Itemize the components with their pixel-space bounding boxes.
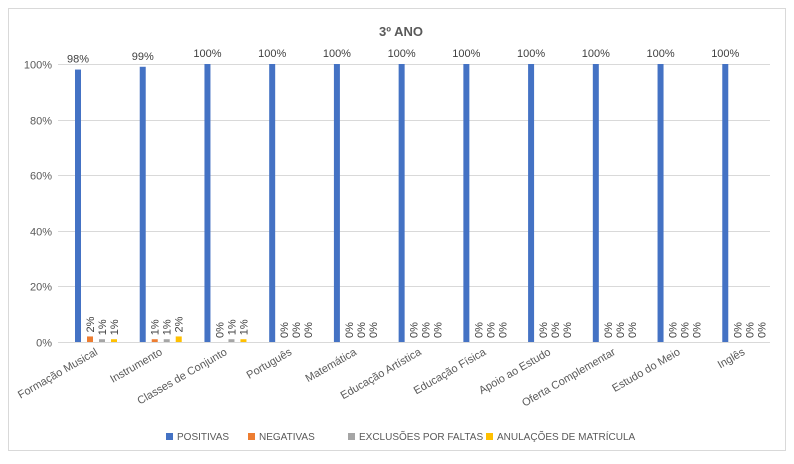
chart-title: 3º ANO — [379, 24, 423, 39]
legend-entry: NEGATIVAS — [259, 432, 315, 443]
bar-negativas — [151, 339, 158, 342]
data-label: 100% — [193, 48, 221, 60]
data-label: 100% — [646, 48, 674, 60]
bar-exclus-es-por-faltas — [163, 339, 170, 342]
data-label: 0% — [550, 322, 562, 338]
y-tick-label: 40% — [30, 227, 52, 239]
data-label: 1% — [162, 319, 174, 335]
data-label: 0% — [603, 322, 615, 338]
bar-exclus-es-por-faltas — [99, 339, 105, 342]
data-label: 0% — [433, 322, 445, 338]
bar-positivas — [398, 64, 405, 342]
data-label: 1% — [109, 319, 121, 335]
legend-entry: EXCLUSÕES POR FALTAS — [359, 430, 483, 443]
y-axis: 0% 20% 40% 60% 80% 100% — [24, 60, 52, 350]
bar-anula-es-de-matr-cula — [240, 339, 247, 342]
data-label: 0% — [291, 322, 303, 338]
data-label: 0% — [356, 322, 368, 338]
gridlines — [58, 64, 770, 343]
y-tick-label: 20% — [30, 282, 52, 294]
bar-negativas — [87, 336, 93, 342]
data-label: 2% — [174, 316, 186, 332]
legend-entry: POSITIVAS — [177, 432, 229, 443]
bars — [75, 64, 729, 342]
data-label: 100% — [711, 48, 739, 60]
bar-anula-es-de-matr-cula — [111, 339, 117, 342]
data-label: 99% — [132, 51, 154, 63]
data-label: 0% — [497, 322, 509, 338]
bar-positivas — [333, 64, 340, 342]
data-labels: 98%2% 1% 1%99%1% 1% 2%100%0% 1% 1%100%0% 0% 0%10… — [67, 48, 768, 338]
data-label: 1% — [238, 319, 250, 335]
y-tick-label: 80% — [30, 116, 52, 128]
data-label: 0% — [279, 322, 291, 338]
data-label: 0% — [421, 322, 433, 338]
data-label: 0% — [473, 322, 485, 338]
data-label: 0% — [409, 322, 421, 338]
data-label: 0% — [214, 322, 226, 338]
data-label: 0% — [344, 322, 356, 338]
bar-positivas — [204, 64, 211, 342]
bar-anula-es-de-matr-cula — [175, 336, 182, 342]
data-label: 0% — [692, 322, 704, 338]
y-tick-label: 0% — [36, 338, 52, 350]
bar-positivas — [269, 64, 276, 342]
bar-positivas — [657, 64, 664, 342]
chart-border — [8, 8, 786, 451]
y-tick-label: 60% — [30, 171, 52, 183]
data-label: 0% — [756, 322, 768, 338]
bar-positivas — [528, 64, 535, 342]
data-label: 100% — [452, 48, 480, 60]
legend: POSITIVAS NEGATIVAS EXCLUSÕES POR FALTAS AN… — [166, 430, 636, 443]
bar-positivas — [592, 64, 599, 342]
data-label: 1% — [150, 319, 162, 335]
data-label: 0% — [562, 322, 574, 338]
data-label: 0% — [368, 322, 380, 338]
data-label: 100% — [258, 48, 286, 60]
data-label: 0% — [744, 322, 756, 338]
data-label: 100% — [582, 48, 610, 60]
legend-entry: ANULAÇÕES DE MATRÍCULA — [497, 430, 636, 443]
bar-exclus-es-por-faltas — [228, 339, 235, 342]
data-label: 1% — [97, 319, 109, 335]
data-label: 0% — [668, 322, 680, 338]
bar-positivas — [75, 69, 81, 342]
y-tick-label: 100% — [24, 60, 52, 72]
data-label: 98% — [67, 54, 89, 66]
legend-swatch — [486, 433, 493, 440]
legend-swatch — [348, 433, 355, 440]
data-label: 0% — [732, 322, 744, 338]
bar-positivas — [139, 66, 146, 342]
data-label: 1% — [226, 319, 238, 335]
data-label: 100% — [388, 48, 416, 60]
data-label: 0% — [485, 322, 497, 338]
data-label: 0% — [538, 322, 550, 338]
bar-positivas — [463, 64, 470, 342]
data-label: 2% — [85, 316, 97, 332]
data-label: 0% — [680, 322, 692, 338]
legend-swatch — [166, 433, 173, 440]
bar-positivas — [722, 64, 729, 342]
data-label: 0% — [303, 322, 315, 338]
data-label: 0% — [615, 322, 627, 338]
data-label: 100% — [517, 48, 545, 60]
legend-swatch — [248, 433, 255, 440]
data-label: 0% — [627, 322, 639, 338]
data-label: 100% — [323, 48, 351, 60]
